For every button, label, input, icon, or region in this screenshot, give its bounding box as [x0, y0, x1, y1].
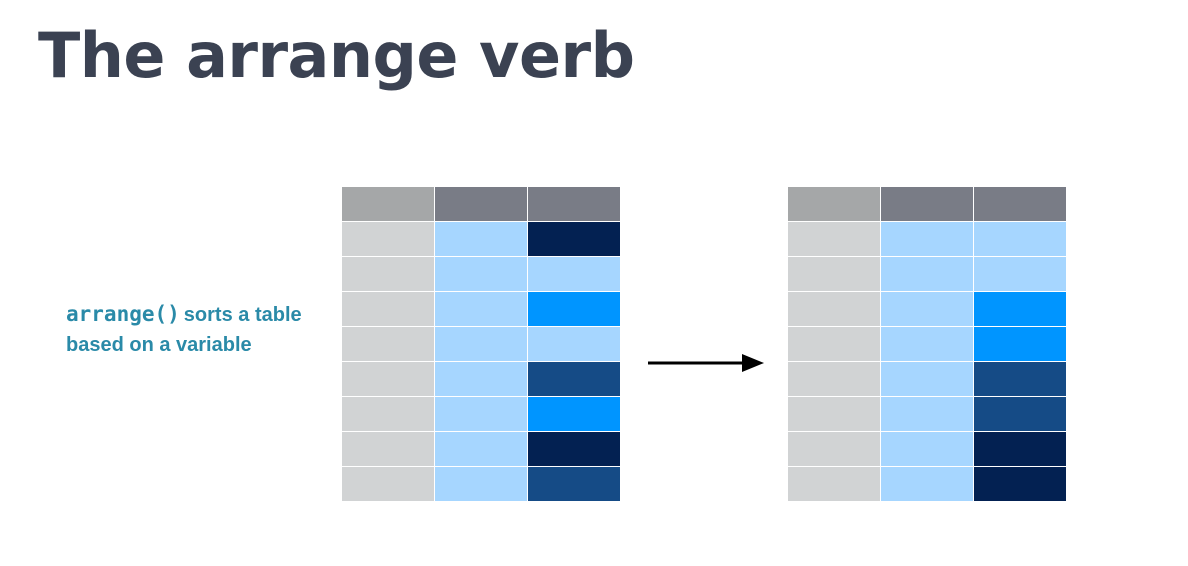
before-row-3-id-cell [342, 292, 434, 326]
before-header-var-2 [528, 187, 620, 221]
after-row-1-sorted-var-cell [974, 222, 1066, 256]
page-title: The arrange verb [38, 19, 635, 92]
after-row-1-id-cell [788, 222, 880, 256]
before-row-8-sorted-var-cell [528, 467, 620, 501]
before-row-6-var-1-cell [435, 397, 527, 431]
before-row-5-sorted-var-cell [528, 362, 620, 396]
after-row-2-sorted-var-cell [974, 257, 1066, 291]
after-row-7-id-cell [788, 432, 880, 466]
before-row-3-sorted-var-cell [528, 292, 620, 326]
before-row-7-id-cell [342, 432, 434, 466]
after-row-1-var-1-cell [881, 222, 973, 256]
before-row-8-var-1-cell [435, 467, 527, 501]
before-row-1-sorted-var-cell [528, 222, 620, 256]
before-row-5-var-1-cell [435, 362, 527, 396]
before-row-8-id-cell [342, 467, 434, 501]
after-row-4-id-cell [788, 327, 880, 361]
after-row-7-var-1-cell [881, 432, 973, 466]
after-row-4-sorted-var-cell [974, 327, 1066, 361]
after-header-var-2 [974, 187, 1066, 221]
after-row-2-id-cell [788, 257, 880, 291]
before-header-var-1 [435, 187, 527, 221]
after-row-4-var-1-cell [881, 327, 973, 361]
before-row-2-sorted-var-cell [528, 257, 620, 291]
after-row-3-var-1-cell [881, 292, 973, 326]
before-header-id [342, 187, 434, 221]
table-after-sorting [788, 187, 1066, 501]
description-body: sorts a table based on a variable [66, 304, 302, 356]
before-row-4-var-1-cell [435, 327, 527, 361]
before-row-4-id-cell [342, 327, 434, 361]
description-text: arrange() sorts a table based on a variab… [66, 299, 316, 360]
after-row-3-id-cell [788, 292, 880, 326]
before-row-5-id-cell [342, 362, 434, 396]
after-row-7-sorted-var-cell [974, 432, 1066, 466]
after-row-5-id-cell [788, 362, 880, 396]
after-row-6-var-1-cell [881, 397, 973, 431]
after-header-var-1 [881, 187, 973, 221]
before-row-2-id-cell [342, 257, 434, 291]
after-row-6-id-cell [788, 397, 880, 431]
before-row-6-sorted-var-cell [528, 397, 620, 431]
after-row-5-sorted-var-cell [974, 362, 1066, 396]
table-before-sorting [342, 187, 620, 501]
after-row-8-id-cell [788, 467, 880, 501]
after-row-5-var-1-cell [881, 362, 973, 396]
before-row-1-id-cell [342, 222, 434, 256]
after-row-3-sorted-var-cell [974, 292, 1066, 326]
after-row-6-sorted-var-cell [974, 397, 1066, 431]
function-name: arrange() [66, 302, 180, 326]
before-row-2-var-1-cell [435, 257, 527, 291]
before-row-7-var-1-cell [435, 432, 527, 466]
before-row-7-sorted-var-cell [528, 432, 620, 466]
after-row-8-sorted-var-cell [974, 467, 1066, 501]
right-arrow-icon [648, 354, 764, 372]
after-header-id [788, 187, 880, 221]
after-row-8-var-1-cell [881, 467, 973, 501]
after-row-2-var-1-cell [881, 257, 973, 291]
before-row-3-var-1-cell [435, 292, 527, 326]
before-row-6-id-cell [342, 397, 434, 431]
before-row-4-sorted-var-cell [528, 327, 620, 361]
before-row-1-var-1-cell [435, 222, 527, 256]
